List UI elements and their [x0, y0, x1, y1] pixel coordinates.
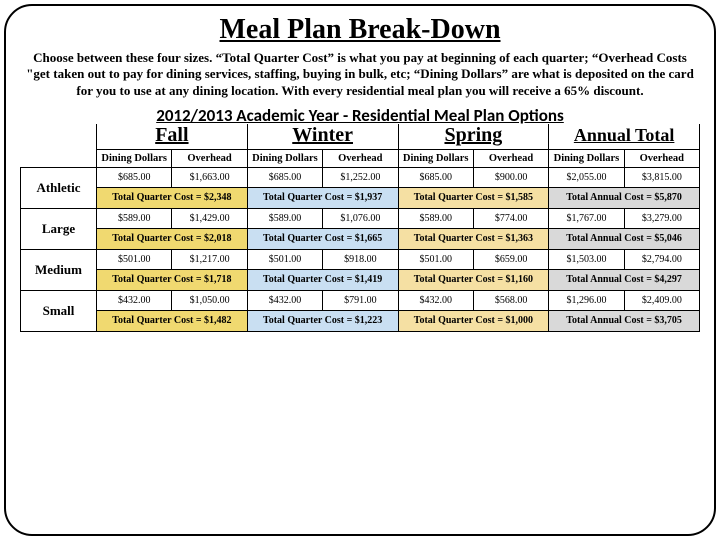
page-title: Meal Plan Break-Down: [20, 14, 700, 46]
athletic-annual-overhead: $3,815.00: [624, 168, 699, 188]
large-fall-overhead: $1,429.00: [172, 209, 247, 229]
season-winter: Winter: [247, 124, 398, 150]
medium-winter-overhead: $918.00: [323, 250, 398, 270]
athletic-fall-overhead: $1,663.00: [172, 168, 247, 188]
small-fall-overhead: $1,050.00: [172, 291, 247, 311]
small-spring-overhead: $568.00: [473, 291, 548, 311]
row-small-values: Small $432.00 $1,050.00 $432.00 $791.00 …: [21, 291, 700, 311]
athletic-fall-dining: $685.00: [97, 168, 172, 188]
row-large-totals: Total Quarter Cost = $2,018 Total Quarte…: [21, 229, 700, 250]
year-title: 2012/2013 Academic Year - Residential Me…: [20, 105, 700, 126]
row-large-values: Large $589.00 $1,429.00 $589.00 $1,076.0…: [21, 209, 700, 229]
hdr-fall-overhead: Overhead: [172, 149, 247, 168]
medium-winter-dining: $501.00: [247, 250, 322, 270]
athletic-annual-total: Total Annual Cost = $5,870: [549, 188, 700, 209]
small-fall-total: Total Quarter Cost = $1,482: [97, 311, 248, 332]
athletic-winter-dining: $685.00: [247, 168, 322, 188]
plan-small-label: Small: [21, 291, 97, 332]
sub-header-row: Dining Dollars Overhead Dining Dollars O…: [21, 149, 700, 168]
small-annual-dining: $1,296.00: [549, 291, 624, 311]
row-medium-values: Medium $501.00 $1,217.00 $501.00 $918.00…: [21, 250, 700, 270]
medium-annual-total: Total Annual Cost = $4,297: [549, 270, 700, 291]
medium-spring-dining: $501.00: [398, 250, 473, 270]
medium-fall-dining: $501.00: [97, 250, 172, 270]
season-spring: Spring: [398, 124, 549, 150]
small-spring-dining: $432.00: [398, 291, 473, 311]
medium-winter-total: Total Quarter Cost = $1,419: [247, 270, 398, 291]
plan-athletic-label: Athletic: [21, 168, 97, 209]
medium-fall-total: Total Quarter Cost = $1,718: [97, 270, 248, 291]
meal-plan-table: Fall Winter Spring Annual Total Dining D…: [20, 124, 700, 333]
hdr-fall-dining: Dining Dollars: [97, 149, 172, 168]
athletic-spring-dining: $685.00: [398, 168, 473, 188]
large-winter-dining: $589.00: [247, 209, 322, 229]
medium-annual-dining: $1,503.00: [549, 250, 624, 270]
large-spring-dining: $589.00: [398, 209, 473, 229]
small-annual-total: Total Annual Cost = $3,705: [549, 311, 700, 332]
season-header-row: Fall Winter Spring Annual Total: [21, 124, 700, 150]
season-annual: Annual Total: [549, 124, 700, 150]
plan-medium-label: Medium: [21, 250, 97, 291]
medium-annual-overhead: $2,794.00: [624, 250, 699, 270]
athletic-winter-overhead: $1,252.00: [323, 168, 398, 188]
large-fall-dining: $589.00: [97, 209, 172, 229]
hdr-winter-overhead: Overhead: [323, 149, 398, 168]
hdr-annual-dining: Dining Dollars: [549, 149, 624, 168]
row-medium-totals: Total Quarter Cost = $1,718 Total Quarte…: [21, 270, 700, 291]
medium-fall-overhead: $1,217.00: [172, 250, 247, 270]
medium-spring-overhead: $659.00: [473, 250, 548, 270]
athletic-fall-total: Total Quarter Cost = $2,348: [97, 188, 248, 209]
hdr-winter-dining: Dining Dollars: [247, 149, 322, 168]
large-annual-dining: $1,767.00: [549, 209, 624, 229]
season-fall: Fall: [97, 124, 248, 150]
small-fall-dining: $432.00: [97, 291, 172, 311]
hdr-spring-overhead: Overhead: [473, 149, 548, 168]
athletic-annual-dining: $2,055.00: [549, 168, 624, 188]
large-spring-overhead: $774.00: [473, 209, 548, 229]
large-annual-overhead: $3,279.00: [624, 209, 699, 229]
large-spring-total: Total Quarter Cost = $1,363: [398, 229, 549, 250]
row-athletic-values: Athletic $685.00 $1,663.00 $685.00 $1,25…: [21, 168, 700, 188]
small-winter-dining: $432.00: [247, 291, 322, 311]
athletic-winter-total: Total Quarter Cost = $1,937: [247, 188, 398, 209]
hdr-spring-dining: Dining Dollars: [398, 149, 473, 168]
slide-frame: Meal Plan Break-Down Choose between thes…: [4, 4, 716, 536]
small-annual-overhead: $2,409.00: [624, 291, 699, 311]
description-text: Choose between these four sizes. “Total …: [20, 50, 700, 99]
athletic-spring-overhead: $900.00: [473, 168, 548, 188]
large-annual-total: Total Annual Cost = $5,046: [549, 229, 700, 250]
plan-large-label: Large: [21, 209, 97, 250]
corner-blank: [21, 124, 97, 168]
row-small-totals: Total Quarter Cost = $1,482 Total Quarte…: [21, 311, 700, 332]
large-fall-total: Total Quarter Cost = $2,018: [97, 229, 248, 250]
hdr-annual-overhead: Overhead: [624, 149, 699, 168]
row-athletic-totals: Total Quarter Cost = $2,348 Total Quarte…: [21, 188, 700, 209]
small-winter-total: Total Quarter Cost = $1,223: [247, 311, 398, 332]
small-winter-overhead: $791.00: [323, 291, 398, 311]
athletic-spring-total: Total Quarter Cost = $1,585: [398, 188, 549, 209]
medium-spring-total: Total Quarter Cost = $1,160: [398, 270, 549, 291]
large-winter-overhead: $1,076.00: [323, 209, 398, 229]
large-winter-total: Total Quarter Cost = $1,665: [247, 229, 398, 250]
small-spring-total: Total Quarter Cost = $1,000: [398, 311, 549, 332]
